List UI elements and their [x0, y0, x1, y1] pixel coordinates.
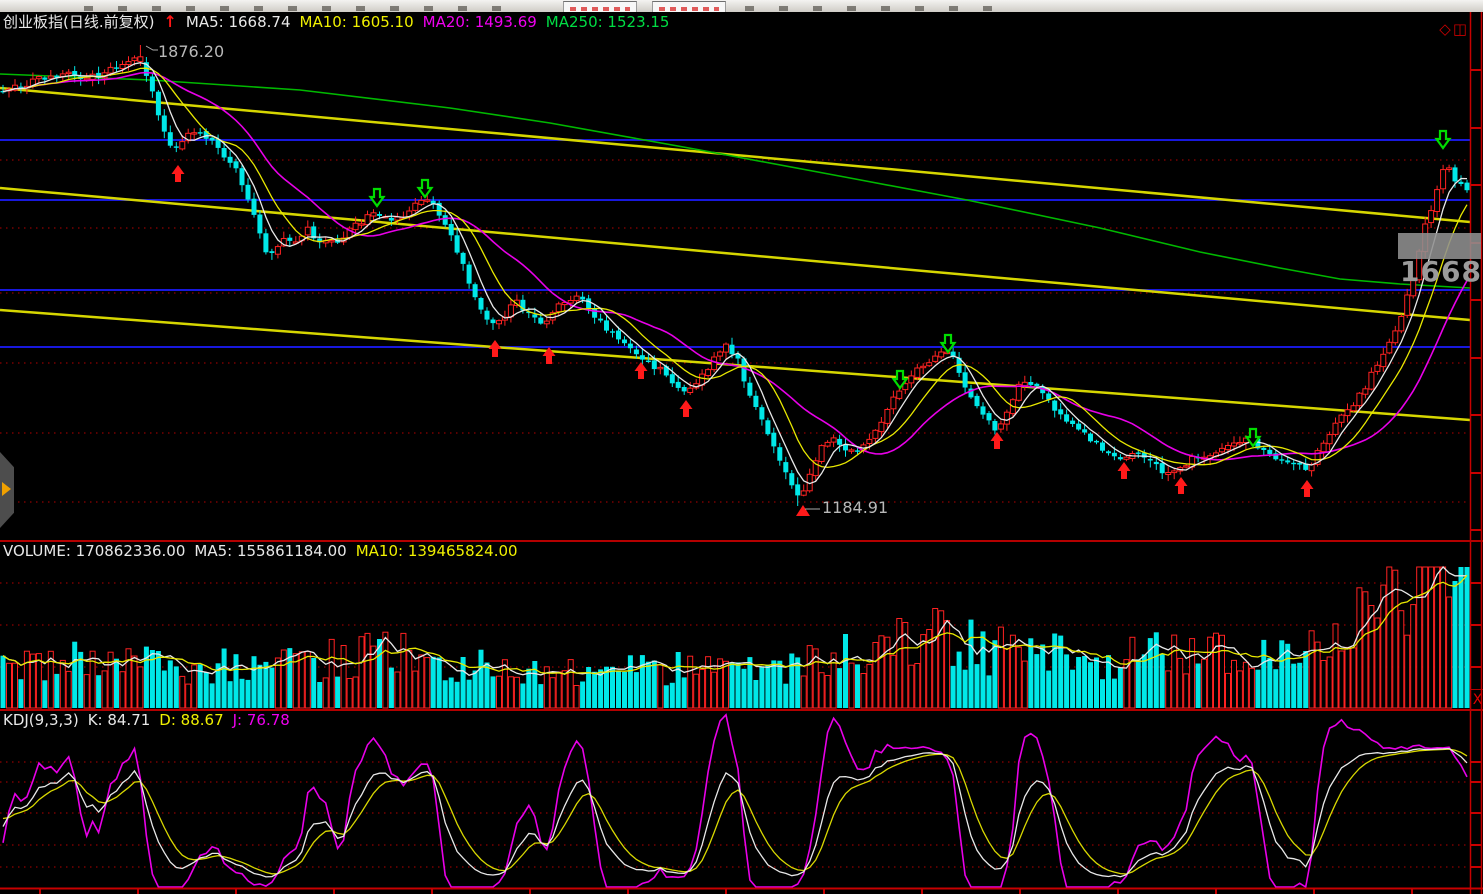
- volume-ma10-value: MA10: 139465824.00: [355, 542, 518, 560]
- kdj-params: KDJ(9,3,3): [3, 711, 79, 729]
- main-chart-pane: 创业板指(日线.前复权) ↑ MA5: 1668.74 MA10: 1605.10 MA…: [0, 12, 1483, 541]
- kdj-chart[interactable]: [0, 711, 1483, 894]
- ma5-value: MA5: 1668.74: [185, 13, 291, 31]
- volume-pane: VOLUME: 170862336.00 MA5: 155861184.00 MA1…: [0, 542, 1483, 711]
- ma250-value: MA250: 1523.15: [545, 13, 670, 31]
- pane-separator: [0, 540, 1483, 542]
- diamond-icon[interactable]: ◇: [1439, 20, 1453, 38]
- candlestick-chart[interactable]: [0, 12, 1483, 541]
- menu-text-cropped: [745, 6, 1015, 11]
- pane-separator: [0, 709, 1483, 711]
- expand-arrow-icon: [2, 482, 11, 496]
- main-chart-header: 创业板指(日线.前复权) ↑ MA5: 1668.74 MA10: 1605.10 MA…: [3, 13, 678, 31]
- high-price-label: 1876.20: [158, 42, 225, 61]
- kdj-pane: KDJ(9,3,3) K: 84.71 D: 88.67 J: 76.78: [0, 711, 1483, 894]
- kdj-d-value: D: 88.67: [159, 711, 224, 729]
- sidebar-expand-handle[interactable]: [0, 452, 14, 528]
- volume-chart[interactable]: [0, 542, 1483, 710]
- menu-text-cropped: [84, 6, 514, 11]
- ma10-value: MA10: 1605.10: [299, 13, 414, 31]
- kdj-j-value: J: 76.78: [232, 711, 290, 729]
- volume-header: VOLUME: 170862336.00 MA5: 155861184.00 MA1…: [3, 543, 527, 560]
- price-tag-band: [1398, 233, 1481, 259]
- kdj-header: KDJ(9,3,3) K: 84.71 D: 88.67 J: 76.78: [3, 712, 299, 729]
- volume-ma5-value: MA5: 155861184.00: [194, 542, 347, 560]
- kdj-k-value: K: 84.71: [87, 711, 151, 729]
- volume-value: VOLUME: 170862336.00: [3, 542, 186, 560]
- trend-up-arrow-icon: ↑: [163, 12, 177, 31]
- price-tag: 1668.3: [1400, 255, 1483, 288]
- close-indicator-button[interactable]: X: [1470, 689, 1483, 711]
- symbol-title: 创业板指(日线.前复权): [3, 13, 155, 31]
- low-price-label: 1184.91: [822, 498, 889, 517]
- window-icon[interactable]: ◫: [1452, 20, 1469, 38]
- ma20-value: MA20: 1493.69: [422, 13, 537, 31]
- chart-corner-tools: ◇◫: [1439, 20, 1469, 38]
